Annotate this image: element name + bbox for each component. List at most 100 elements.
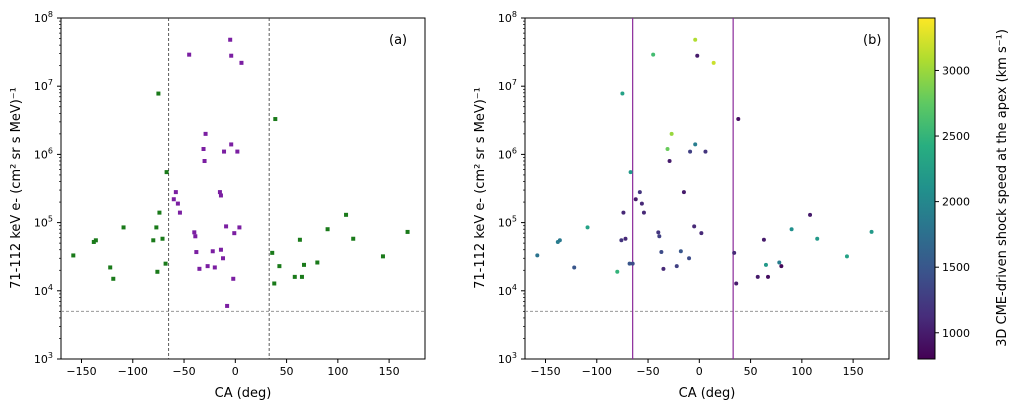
data-point-inside [202, 159, 207, 164]
data-point [630, 261, 635, 266]
x-tick-label: −150 [66, 365, 96, 378]
data-point [779, 264, 784, 269]
data-point-outside [93, 238, 98, 243]
data-point [656, 230, 661, 235]
data-point-inside [173, 190, 178, 195]
panel-b-ticks: −150 −100 −50 0 50 100 150 103 104 105 106 107 108 [498, 10, 864, 378]
data-point [844, 254, 849, 259]
panel-b: −150 −100 −50 0 50 100 150 103 104 105 106 107 108 (… [473, 10, 890, 401]
data-point-outside [91, 239, 96, 244]
data-point-inside [205, 264, 210, 269]
panel-a: −150 −100 −50 0 50 100 150 103 104 105 106 107 108 (… [9, 10, 426, 401]
data-point-outside [272, 281, 277, 286]
data-point-inside [224, 224, 229, 229]
x-tick-label: 150 [379, 365, 400, 378]
colorbar-gradient [917, 17, 936, 360]
data-point-inside [177, 210, 182, 215]
x-tick-label: 50 [280, 365, 294, 378]
data-point [808, 212, 813, 217]
data-point-outside [299, 274, 304, 279]
colorbar-tick-label: 2500 [942, 130, 970, 143]
y-tick-label: 104 [498, 283, 517, 298]
data-point-inside [229, 142, 234, 147]
x-tick-label: −50 [172, 365, 195, 378]
data-point-inside [171, 197, 176, 202]
colorbar-ticks: 1000 1500 2000 2500 3000 [935, 64, 970, 340]
colorbar-label: 3D CME-driven shock speed at the apex (k… [995, 29, 1010, 347]
data-point-inside [217, 190, 222, 195]
data-point [637, 190, 642, 195]
data-point-outside [405, 229, 410, 234]
data-point-inside [231, 276, 236, 281]
data-point-inside [221, 256, 226, 261]
data-point-outside [344, 212, 349, 217]
y-tick-label: 108 [34, 10, 53, 25]
colorbar-tick-label: 3000 [942, 64, 970, 77]
data-point [659, 250, 664, 255]
data-point [692, 224, 697, 229]
data-point-inside [187, 52, 192, 57]
data-point [585, 225, 590, 230]
x-tick-label: 50 [744, 365, 758, 378]
data-point-inside [222, 149, 227, 154]
data-point-inside [194, 250, 199, 255]
x-tick-label: 100 [791, 365, 812, 378]
data-point-inside [225, 303, 230, 308]
data-point-inside [197, 266, 202, 271]
data-point [535, 253, 540, 258]
data-point [639, 201, 644, 206]
data-point-outside [292, 274, 297, 279]
data-point [869, 229, 874, 234]
x-tick-label: 100 [327, 365, 348, 378]
data-point [665, 146, 670, 151]
data-point [621, 210, 626, 215]
x-tick-label: 150 [843, 365, 864, 378]
data-point-outside [315, 260, 320, 265]
data-point [695, 53, 700, 58]
data-point-outside [160, 236, 165, 241]
data-point-outside [302, 262, 307, 267]
data-point-outside [111, 276, 116, 281]
data-point-outside [351, 236, 356, 241]
data-point-inside [193, 234, 198, 239]
data-point [623, 236, 628, 241]
data-point-inside [212, 265, 217, 270]
data-point-outside [71, 253, 76, 258]
panel-a-xlabel: CA (deg) [215, 386, 272, 401]
panel-b-xlabel: CA (deg) [679, 386, 736, 401]
data-point [736, 117, 741, 122]
data-point [693, 37, 698, 42]
colorbar-tick-label: 2000 [942, 196, 970, 209]
y-tick-label: 105 [34, 215, 53, 230]
data-point-outside [163, 261, 168, 266]
data-point-outside [277, 264, 282, 269]
panel-b-frame [524, 17, 890, 360]
panel-a-frame [60, 17, 426, 360]
data-point [633, 197, 638, 202]
data-point-outside [156, 91, 161, 96]
y-tick-label: 108 [498, 10, 517, 25]
data-point [641, 210, 646, 215]
data-point [572, 265, 577, 270]
data-point-inside [218, 193, 223, 198]
x-tick-label: −50 [636, 365, 659, 378]
data-point-inside [239, 60, 244, 65]
y-tick-label: 106 [498, 146, 517, 161]
data-point-outside [157, 210, 162, 215]
data-point-outside [270, 250, 275, 255]
data-point [678, 249, 683, 254]
data-point [619, 238, 624, 243]
data-point [688, 149, 693, 154]
data-point [734, 281, 739, 286]
data-point [681, 190, 686, 195]
data-point [755, 274, 760, 279]
data-point-outside [121, 225, 126, 230]
panel-a-ticks: −150 −100 −50 0 50 100 150 103 104 105 106 107 108 [34, 10, 400, 378]
data-point-inside [229, 53, 234, 58]
data-point [732, 250, 737, 255]
y-tick-label: 107 [34, 78, 53, 93]
data-point-inside [218, 247, 223, 252]
colorbar: 1000 1500 2000 2500 3000 3D CME-driven shock… [917, 17, 1010, 360]
data-point [674, 264, 679, 269]
data-point-inside [235, 149, 240, 154]
